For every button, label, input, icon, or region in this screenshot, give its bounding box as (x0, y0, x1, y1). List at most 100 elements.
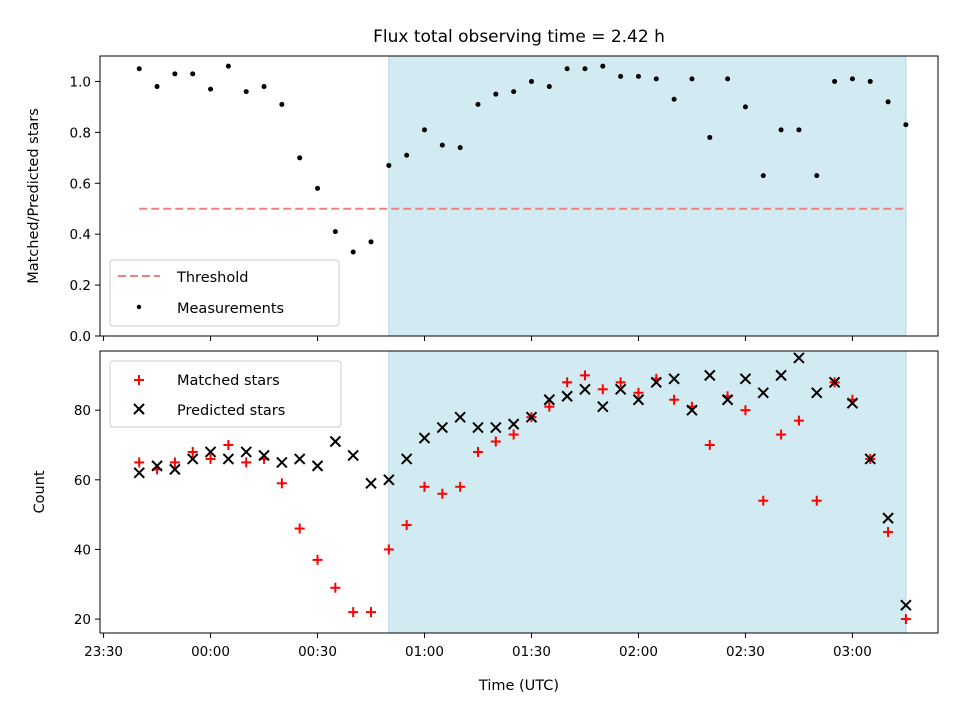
bottom-observing-window (388, 350, 907, 634)
matched-star-point (383, 544, 394, 555)
measurement-point (190, 71, 196, 77)
matched-star-point (544, 401, 555, 412)
predicted-star-point (204, 446, 217, 458)
measurement-point (725, 76, 731, 82)
top-scatter-layer (136, 63, 909, 255)
top-y-ticks: 0.0 0.2 0.4 0.6 0.8 1.0 (70, 74, 100, 345)
measurement-point (225, 63, 231, 69)
predicted-star-point (222, 453, 235, 465)
predicted-star-point (811, 387, 823, 399)
matched-star-point (562, 377, 573, 388)
bottom-panel-frame (99, 350, 939, 634)
predicted-star-point (668, 373, 680, 385)
top-legend: Threshold Measurements (109, 259, 340, 327)
predicted-star-point (882, 512, 894, 524)
predicted-star-point (240, 446, 252, 458)
matched-star-point (330, 582, 341, 593)
measurement-point (511, 89, 517, 95)
predicted-star-point (507, 418, 520, 430)
measurement-point (796, 127, 802, 133)
chart-title: Flux total observing time = 2.42 h (373, 27, 665, 47)
measurement-point (208, 86, 214, 92)
predicted-star-point (151, 460, 163, 472)
measurement-point (279, 101, 285, 107)
predicted-star-point (597, 400, 609, 413)
predicted-star-point (775, 369, 787, 382)
predicted-star-point (276, 456, 288, 469)
predicted-star-point (739, 373, 752, 385)
predicted-star-point (383, 474, 395, 486)
measurement-point (386, 162, 392, 168)
legend-matched-label: Matched stars (177, 373, 280, 389)
legend-predicted-swatch (133, 403, 145, 415)
matched-star-point (579, 370, 590, 381)
predicted-star-point (614, 383, 627, 396)
top-legend-box (109, 259, 340, 327)
matched-star-point (758, 495, 769, 506)
measurement-point (760, 173, 766, 179)
predicted-star-point (365, 477, 377, 490)
measurement-point (457, 145, 463, 151)
x-tick-label: 00:30 (298, 644, 337, 660)
matched-star-point (472, 446, 483, 457)
x-tick-label: 01:00 (405, 644, 444, 660)
predicted-star-point (472, 421, 484, 434)
predicted-star-point (133, 467, 145, 479)
matched-star-point (366, 607, 377, 618)
measurement-point (493, 91, 499, 97)
top-observing-window (388, 55, 907, 337)
matched-star-point (508, 429, 519, 440)
measurement-point (635, 73, 641, 79)
predicted-star-point (258, 449, 270, 462)
predicted-star-point (686, 404, 698, 416)
measurement-point (528, 78, 534, 84)
predicted-star-point (579, 383, 591, 396)
matched-star-point (169, 457, 180, 468)
matched-star-point (187, 446, 198, 457)
measurement-point (689, 76, 695, 82)
bottom-x-ticks: 23:30 00:00 00:30 01:00 01:30 02:00 02:30 03:00 (84, 633, 872, 660)
matched-star-point (223, 440, 234, 450)
measurement-point (475, 101, 481, 107)
bottom-panel: 23:30 00:00 00:30 01:00 01:30 02:00 02:30 03:00… (32, 350, 939, 694)
matched-star-point (900, 614, 911, 625)
matched-star-point (669, 394, 680, 405)
bottom-y-tick-label: 60 (74, 473, 91, 489)
bottom-scatter-layer (133, 352, 912, 625)
predicted-star-point (187, 453, 199, 465)
predicted-star-point (864, 453, 876, 465)
predicted-star-point (721, 394, 734, 406)
measurement-point (582, 66, 588, 72)
measurement-point (903, 122, 909, 128)
top-y-tick-label: 0.4 (70, 227, 91, 243)
measurement-point (315, 185, 321, 191)
measurement-point (297, 155, 303, 161)
x-tick-label: 00:00 (191, 644, 230, 660)
matched-star-point (276, 478, 287, 489)
x-tick-label: 03:00 (833, 644, 872, 660)
predicted-star-point (293, 453, 306, 465)
measurement-point (653, 76, 659, 82)
measurement-point (422, 127, 428, 133)
measurement-point (778, 127, 784, 133)
bottom-y-axis-label: Count (32, 470, 48, 513)
measurement-point (832, 78, 838, 84)
matched-star-point (704, 440, 715, 450)
x-tick-label: 02:00 (619, 644, 658, 660)
matched-star-point (490, 436, 501, 447)
matched-star-point (437, 488, 448, 499)
predicted-star-point (400, 453, 413, 465)
measurement-point (849, 76, 855, 82)
bottom-y-tick-label: 80 (74, 403, 91, 419)
measurement-point (350, 249, 356, 255)
matched-star-point (134, 457, 145, 468)
measurement-point (885, 99, 891, 105)
measurement-point (814, 173, 820, 179)
bottom-y-ticks: 20 40 60 80 (74, 403, 100, 628)
predicted-star-point (900, 599, 912, 611)
measurement-point (671, 96, 677, 102)
measurement-point (243, 89, 249, 95)
legend-matched-swatch (134, 375, 144, 385)
x-tick-label: 01:30 (512, 644, 551, 660)
matched-star-point (597, 384, 608, 395)
